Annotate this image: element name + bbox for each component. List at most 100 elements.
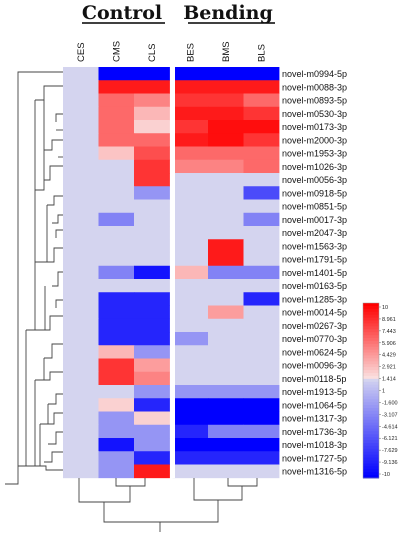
heatmap-cell <box>243 120 280 134</box>
legend-swatch <box>363 308 379 313</box>
heatmap-cell <box>208 93 244 108</box>
heatmap-cell <box>134 345 170 359</box>
heatmap-cell <box>172 146 209 161</box>
row-label: novel-m0017-3p <box>282 215 347 225</box>
heatmap-cell <box>208 345 244 359</box>
legend-tick-label: 1.414 <box>382 377 396 383</box>
color-legend-labels: 10 8.961 7.443 5.906 4.429 2.921 1.414 1 -1.600 -… <box>379 305 398 478</box>
heatmap-cell <box>243 146 280 161</box>
legend-swatch <box>363 346 379 351</box>
heatmap-cell <box>172 199 209 214</box>
row-label: novel-m1026-3p <box>282 162 347 172</box>
heatmap-cell <box>98 305 135 320</box>
legend-swatch <box>363 343 379 348</box>
legend-swatch <box>363 314 379 319</box>
row-label: novel-m1791-5p <box>282 255 347 265</box>
column-label: CLS <box>147 44 158 62</box>
heatmap-cell <box>63 173 99 187</box>
group-label-bending: Bending <box>183 2 273 24</box>
heatmap-cell <box>134 106 170 121</box>
legend-swatch <box>363 338 379 342</box>
heatmap-cell <box>243 239 280 253</box>
row-label: novel-m0014-5p <box>282 308 347 318</box>
heatmap-cell <box>134 226 170 240</box>
legend-swatch <box>363 472 379 476</box>
heatmap-cell <box>172 451 209 465</box>
heatmap-cell <box>243 292 280 306</box>
heatmap-cell <box>243 252 280 267</box>
heatmap-cell <box>208 451 244 465</box>
heatmap-cell <box>134 146 170 161</box>
legend-swatch <box>363 364 379 368</box>
heatmap-cell <box>63 279 99 293</box>
heatmap-cell <box>63 385 99 399</box>
legend-swatch <box>363 305 379 310</box>
heatmap-cell <box>98 93 135 108</box>
heatmap-cell <box>208 332 244 346</box>
legend-swatch <box>363 402 379 406</box>
heatmap-cell <box>63 332 99 346</box>
row-label: novel-m0118-5p <box>282 374 346 384</box>
legend-swatch <box>363 332 379 336</box>
column-label: BMS <box>221 41 232 62</box>
heatmap-cell <box>134 80 170 94</box>
legend-tick-label: -3.107 <box>382 412 398 418</box>
heatmap-cell <box>208 239 244 253</box>
heatmap-cell <box>243 358 280 373</box>
row-label: novel-m1064-5p <box>282 400 347 410</box>
legend-swatch <box>363 469 379 473</box>
heatmap-cell <box>208 265 244 280</box>
row-label: novel-m0088-3p <box>282 82 347 92</box>
heatmap-cell <box>172 318 209 333</box>
heatmap-cell <box>134 67 170 81</box>
heatmap-cell <box>98 199 135 214</box>
legend-swatch <box>363 434 379 438</box>
legend-swatch <box>363 443 379 447</box>
heatmap-cell <box>63 345 99 359</box>
heatmap-cell <box>172 252 209 267</box>
heatmap-cell <box>134 385 170 399</box>
legend-tick-label: 1 <box>382 389 385 395</box>
legend-tick-label: -1.600 <box>382 400 398 406</box>
legend-swatch <box>363 355 379 359</box>
heatmap-cell <box>243 173 280 187</box>
heatmap-cell <box>98 424 135 439</box>
heatmap-cell <box>134 199 170 214</box>
legend-swatch <box>363 361 379 365</box>
legend-swatch <box>363 303 379 307</box>
heatmap-cell <box>208 159 244 174</box>
heatmap-cell <box>63 199 99 214</box>
legend-swatch <box>363 445 379 450</box>
legend-swatch <box>363 399 379 403</box>
legend-tick-label: 7.443 <box>382 329 396 335</box>
column-label: BES <box>185 43 196 62</box>
legend-swatch <box>363 352 379 356</box>
heatmap-cell <box>243 186 280 200</box>
row-label: novel-m0918-5p <box>282 188 347 198</box>
heatmap-cell <box>172 265 209 280</box>
heatmap-cell <box>134 318 170 333</box>
legend-swatch <box>363 422 379 426</box>
heatmap-cell <box>172 226 209 240</box>
heatmap-cell <box>243 464 280 479</box>
heatmap-cell <box>98 464 135 479</box>
heatmap-cell <box>172 345 209 359</box>
heatmap-cell <box>134 120 170 134</box>
legend-tick-label: 8.961 <box>382 317 396 323</box>
heatmap-cell <box>208 305 244 320</box>
heatmap-cell <box>243 199 280 214</box>
heatmap-cell <box>172 186 209 200</box>
row-label: novel-m0624-5p <box>282 347 347 357</box>
row-labels: novel-m0994-5p novel-m0088-3p novel-m0893-… <box>282 69 347 477</box>
heatmap-cell <box>208 438 244 452</box>
heatmap-cell <box>172 411 209 426</box>
column-dendrogram <box>78 478 258 532</box>
legend-swatch <box>363 425 379 429</box>
heatmap-cell <box>172 464 209 479</box>
heatmap-cell <box>63 265 99 280</box>
legend-swatch <box>363 431 379 435</box>
heatmap-cell <box>98 292 135 306</box>
heatmap-cell <box>134 93 170 108</box>
heatmap-cell <box>63 133 99 147</box>
heatmap-cell <box>172 438 209 452</box>
